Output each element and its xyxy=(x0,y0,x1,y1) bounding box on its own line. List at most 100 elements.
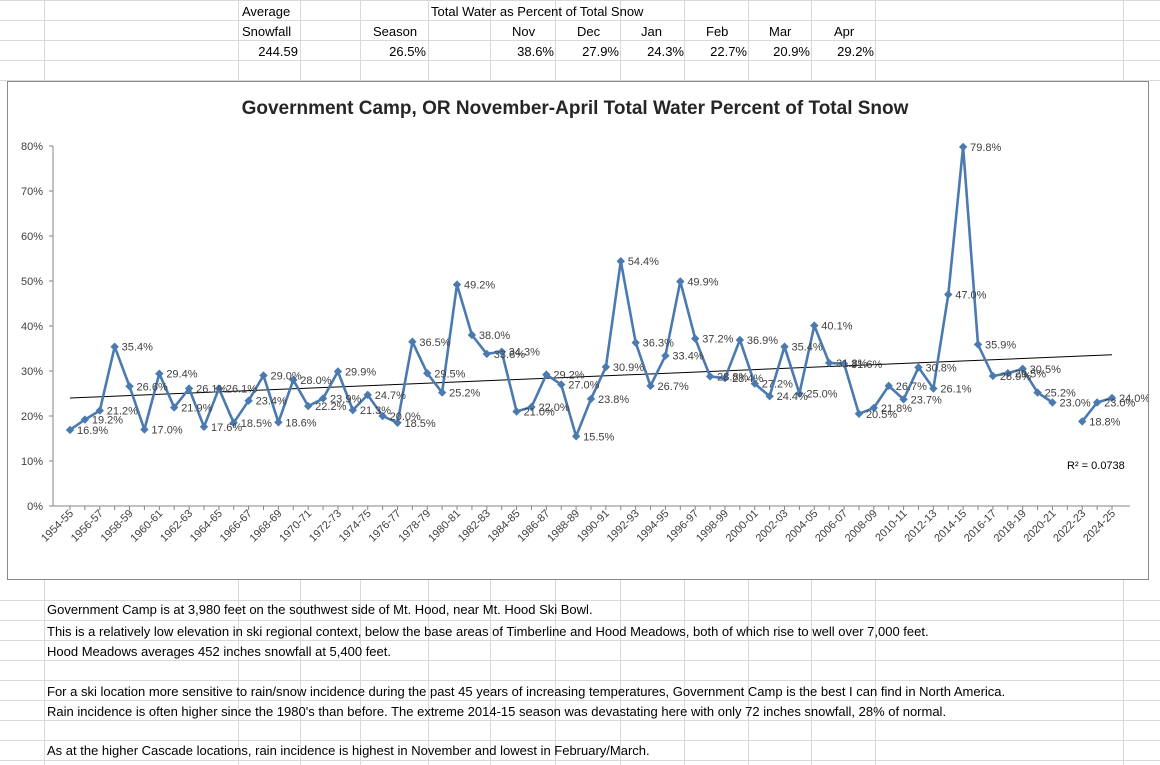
month-label-jan[interactable]: Jan xyxy=(641,24,662,39)
note-line-5[interactable]: Rain incidence is often higher since the… xyxy=(47,704,947,719)
season-label[interactable]: Season xyxy=(373,24,418,39)
month-value-dec[interactable]: 27.9% xyxy=(582,44,619,59)
data-point[interactable] xyxy=(333,367,343,376)
note-line-4[interactable]: For a ski location more sensitive to rai… xyxy=(47,684,1006,699)
data-point[interactable] xyxy=(274,418,283,427)
data-point[interactable] xyxy=(914,363,923,372)
data-point[interactable] xyxy=(527,402,536,412)
data-point[interactable] xyxy=(869,403,879,413)
data-point[interactable] xyxy=(601,362,611,372)
data-label: 15.5% xyxy=(583,431,614,443)
data-point[interactable] xyxy=(616,257,625,266)
data-point[interactable] xyxy=(140,425,149,434)
chart-area[interactable]: Government Camp, OR November-April Total… xyxy=(7,81,1149,580)
data-point[interactable] xyxy=(765,392,774,401)
data-point[interactable] xyxy=(676,277,685,286)
data-point[interactable] xyxy=(303,401,313,411)
data-point[interactable] xyxy=(944,290,953,299)
data-point[interactable] xyxy=(393,418,402,427)
season-value[interactable]: 26.5% xyxy=(389,44,426,59)
month-label-feb[interactable]: Feb xyxy=(706,24,729,39)
data-point[interactable] xyxy=(735,335,745,345)
data-point[interactable] xyxy=(780,342,789,351)
data-point[interactable] xyxy=(363,390,372,400)
data-point[interactable] xyxy=(452,280,462,289)
data-point[interactable] xyxy=(408,337,417,346)
month-label-mar[interactable]: Mar xyxy=(769,24,792,39)
data-point[interactable] xyxy=(437,388,447,397)
data-point[interactable] xyxy=(1078,417,1087,426)
data-point[interactable] xyxy=(259,371,268,380)
data-point[interactable] xyxy=(1033,388,1042,397)
data-point[interactable] xyxy=(229,418,238,427)
data-point[interactable] xyxy=(973,340,983,349)
data-point[interactable] xyxy=(423,369,432,378)
month-label-nov[interactable]: Nov xyxy=(512,24,536,39)
data-point[interactable] xyxy=(497,347,506,356)
data-point[interactable] xyxy=(631,338,640,347)
data-point[interactable] xyxy=(155,369,164,378)
data-point[interactable] xyxy=(795,389,804,398)
data-label: 28.4% xyxy=(732,373,763,385)
data-point[interactable] xyxy=(691,334,700,343)
data-point[interactable] xyxy=(705,372,715,381)
data-point[interactable] xyxy=(720,374,730,383)
month-value-feb[interactable]: 22.7% xyxy=(710,44,747,59)
data-point[interactable] xyxy=(884,381,893,391)
data-point[interactable] xyxy=(646,381,655,391)
month-value-mar[interactable]: 20.9% xyxy=(773,44,810,59)
data-point[interactable] xyxy=(184,384,194,393)
data-point[interactable] xyxy=(810,321,819,330)
data-point[interactable] xyxy=(958,142,968,152)
data-point[interactable] xyxy=(542,370,551,379)
data-point[interactable] xyxy=(378,411,387,421)
data-label: 18.6% xyxy=(285,417,316,429)
data-point[interactable] xyxy=(929,384,938,393)
data-point[interactable] xyxy=(1018,364,1027,373)
data-point[interactable] xyxy=(214,384,224,393)
data-point[interactable] xyxy=(824,358,834,368)
month-value-nov[interactable]: 38.6% xyxy=(517,44,554,59)
note-line-1[interactable]: Government Camp is at 3,980 feet on the … xyxy=(47,602,593,617)
data-point[interactable] xyxy=(95,406,104,415)
month-value-jan[interactable]: 24.3% xyxy=(647,44,684,59)
data-point[interactable] xyxy=(1003,369,1012,378)
data-point[interactable] xyxy=(750,379,759,388)
avg-snowfall-header-2[interactable]: Snowfall xyxy=(242,24,292,39)
data-point[interactable] xyxy=(899,395,908,404)
data-point[interactable] xyxy=(854,409,864,418)
data-point[interactable] xyxy=(661,351,670,360)
month-label-dec[interactable]: Dec xyxy=(577,24,601,39)
note-line-6[interactable]: As at the higher Cascade locations, rain… xyxy=(47,743,650,758)
data-point[interactable] xyxy=(1092,398,1102,407)
note-line-3[interactable]: Hood Meadows averages 452 inches snowfal… xyxy=(47,644,391,659)
data-point[interactable] xyxy=(318,394,328,403)
data-point[interactable] xyxy=(988,371,998,381)
note-line-2[interactable]: This is a relatively low elevation in sk… xyxy=(47,624,929,639)
month-label-apr[interactable]: Apr xyxy=(834,24,855,39)
data-point[interactable] xyxy=(586,394,596,404)
data-label: 40.1% xyxy=(821,321,852,333)
data-point[interactable] xyxy=(1107,393,1117,403)
data-point[interactable] xyxy=(467,330,477,340)
data-point[interactable] xyxy=(80,415,90,424)
data-point[interactable] xyxy=(170,403,179,412)
month-value-apr[interactable]: 29.2% xyxy=(837,44,874,59)
data-point[interactable] xyxy=(482,349,491,359)
data-point[interactable] xyxy=(512,407,521,416)
data-point[interactable] xyxy=(1048,398,1057,407)
data-point[interactable] xyxy=(557,380,566,389)
avg-snowfall-header-1[interactable]: Average xyxy=(242,4,291,19)
data-point[interactable] xyxy=(348,405,358,415)
data-point[interactable] xyxy=(244,396,253,405)
data-point[interactable] xyxy=(571,432,581,441)
data-point[interactable] xyxy=(110,342,119,351)
data-point[interactable] xyxy=(839,359,849,368)
data-label: 27.2% xyxy=(762,379,793,391)
twps-header[interactable]: Total Water as Percent of Total Snow xyxy=(431,4,644,19)
avg-snowfall-value[interactable]: 244.59 xyxy=(258,44,298,59)
data-point[interactable] xyxy=(199,422,209,431)
data-point[interactable] xyxy=(65,425,75,435)
data-point[interactable] xyxy=(289,375,298,385)
data-point[interactable] xyxy=(125,382,134,391)
